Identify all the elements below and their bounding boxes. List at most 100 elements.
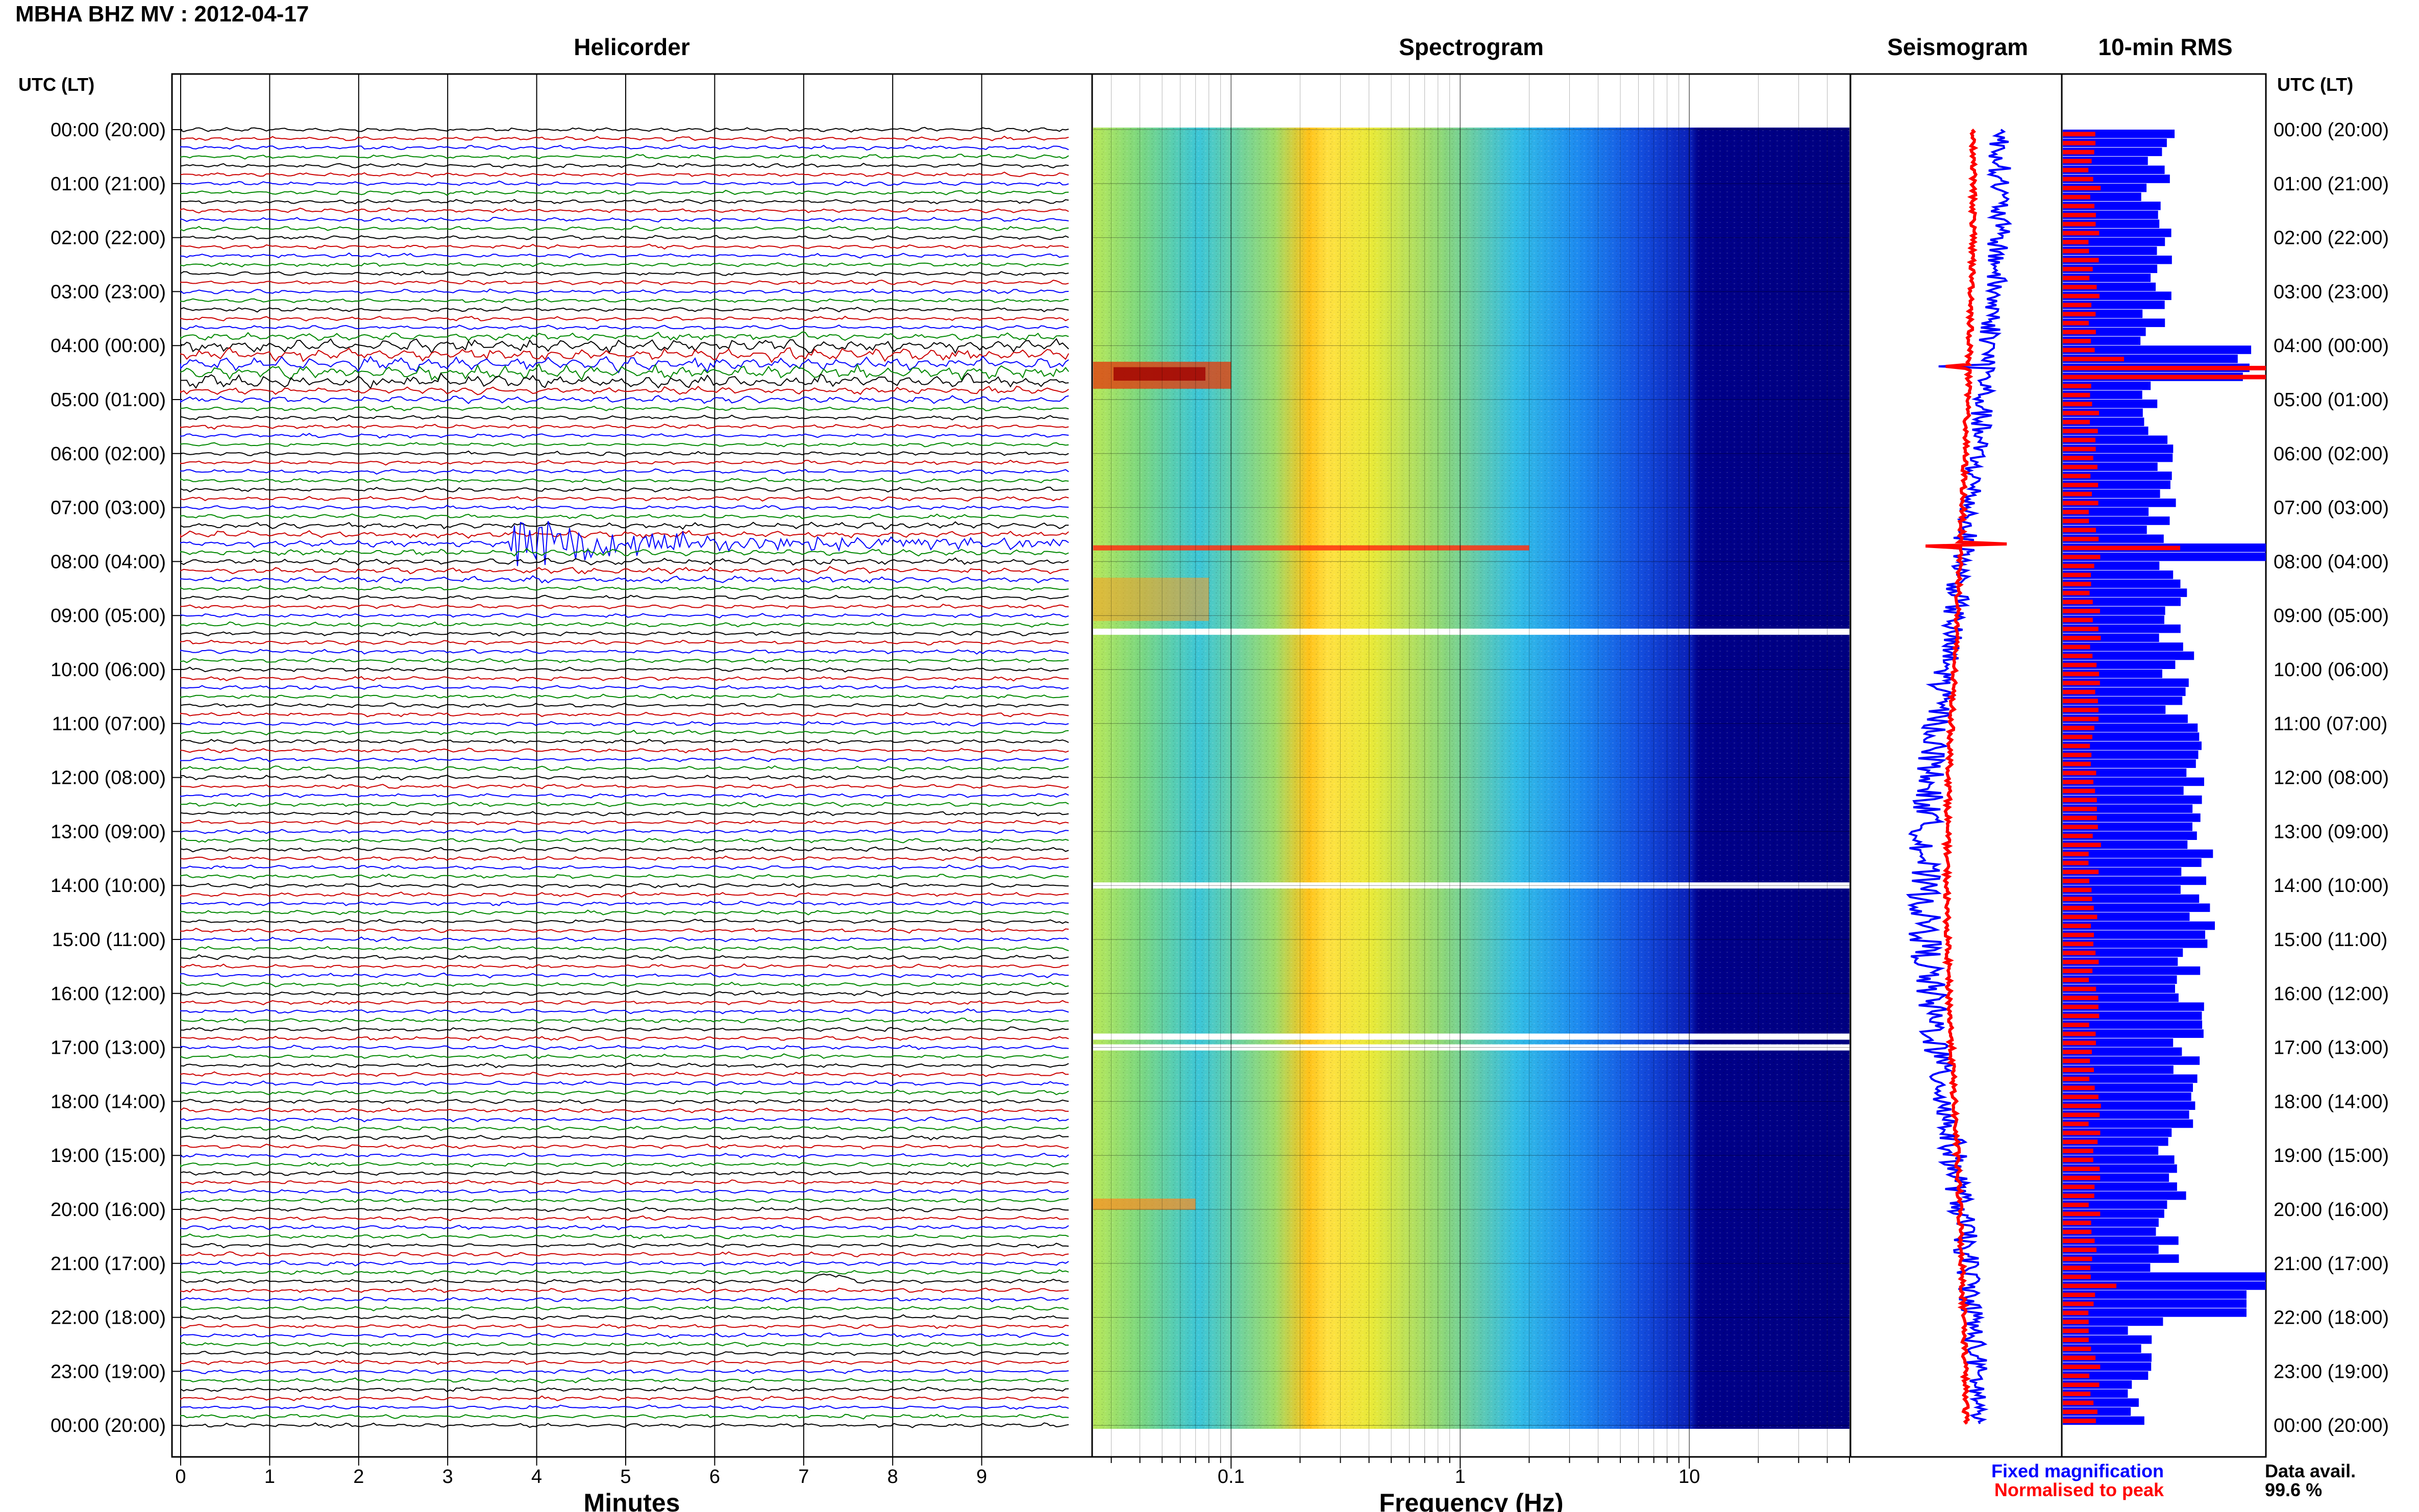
rms-bar-normalised (2063, 654, 2093, 658)
helicorder-trace (180, 1369, 1069, 1375)
rms-bar-fixed (2063, 876, 2206, 885)
helicorder-trace (180, 1144, 1069, 1150)
y-tick-label-right: 21:00 (17:00) (2274, 1253, 2389, 1275)
helicorder-trace (180, 450, 1069, 457)
rms-bar-normalised (2063, 464, 2097, 469)
rms-bar-fixed (2063, 903, 2210, 912)
rms-bar-normalised (2063, 1229, 2092, 1234)
helicorder-trace (180, 738, 1069, 745)
rms-bar-normalised (2063, 1004, 2099, 1009)
helicorder-trace (180, 505, 1069, 510)
rms-bar-normalised (2063, 1247, 2096, 1252)
helicorder-trace (180, 864, 1069, 871)
helicorder-trace (180, 585, 1069, 591)
helicorder-trace (180, 1273, 1069, 1284)
rms-bar-normalised (2063, 249, 2089, 254)
rms-bar-fixed (2063, 939, 2208, 948)
helicorder-trace (180, 162, 1069, 168)
y-tick-label-right: 22:00 (18:00) (2274, 1307, 2389, 1329)
rms-bar-normalised (2063, 1149, 2093, 1153)
rms-bar-fixed (2063, 579, 2181, 588)
spectrogram-event-microseism (1093, 578, 1209, 621)
helicorder-traces (180, 127, 1069, 1428)
helicorder-trace (180, 1243, 1069, 1249)
helicorder-trace (180, 909, 1069, 915)
rms-bar-normalised (2063, 546, 2180, 551)
spectrogram-data-gap (1093, 882, 1849, 889)
rms-bar-normalised (2063, 1194, 2094, 1198)
helicorder-trace (180, 1342, 1069, 1347)
rms-bar-normalised (2063, 536, 2099, 541)
rms-bar-fixed (2063, 1200, 2167, 1209)
rms-bar-normalised (2063, 734, 2092, 739)
rms-bar-normalised (2063, 1283, 2116, 1288)
rms-bar-normalised (2063, 474, 2091, 479)
helicorder-trace (180, 395, 1069, 404)
rms-bar-normalised (2063, 1328, 2089, 1333)
rms-bar-normalised (2063, 1238, 2095, 1244)
helicorder-trace (180, 325, 1069, 331)
spectrogram-x-ticks: 0.1 1 10 (1110, 1457, 1850, 1488)
rms-bar-normalised (2063, 159, 2092, 164)
rms-bar-normalised (2063, 1382, 2100, 1387)
station-title: MBHA BHZ MV : 2012-04-17 (15, 2, 309, 27)
spectrogram-texture (1093, 128, 1849, 1429)
helicorder-trace (180, 1053, 1069, 1059)
rms-bar-fixed (2063, 741, 2202, 750)
spectrogram-x-tick-label: 10 (1679, 1466, 1700, 1488)
helicorder-trace (180, 1117, 1069, 1123)
rms-bar-normalised (2063, 977, 2089, 982)
rms-bar-fixed (2063, 1029, 2204, 1038)
y-tick-label-right: 09:00 (05:00) (2274, 605, 2389, 627)
helicorder-trace (180, 459, 1069, 466)
helicorder-trace (180, 235, 1069, 241)
rms-bar-normalised (2063, 402, 2092, 407)
helicorder-x-tick-label: 5 (620, 1466, 631, 1488)
helicorder-trace (180, 135, 1069, 142)
helicorder-trace (180, 657, 1069, 664)
helicorder-trace (180, 946, 1069, 952)
rms-bar-normalised (2063, 1175, 2101, 1180)
rms-bar-normalised (2063, 951, 2096, 955)
rms-bar-fixed (2063, 930, 2205, 939)
y-tick-label-right: 08:00 (04:00) (2274, 551, 2389, 573)
helicorder-trace (180, 963, 1069, 969)
rms-bar-fixed (2063, 588, 2187, 597)
rms-bar-normalised (2063, 1301, 2094, 1306)
rms-bar-fixed (2063, 777, 2204, 786)
rms-bar-normalised (2063, 707, 2099, 712)
helicorder-trace (180, 1206, 1069, 1212)
rms-bar-normalised (2063, 231, 2100, 236)
helicorder-trace (180, 1404, 1069, 1410)
helicorder-trace (180, 270, 1069, 277)
utc-right-label: UTC (LT) (2277, 74, 2353, 95)
y-tick-label-left: 23:00 (19:00) (51, 1361, 166, 1382)
helicorder-trace (180, 1161, 1069, 1168)
rms-bar-normalised (2063, 501, 2099, 506)
helicorder-trace (180, 1089, 1069, 1096)
helicorder-trace (180, 1035, 1069, 1042)
helicorder-trace (180, 1045, 1069, 1051)
rms-bar-normalised (2063, 276, 2090, 281)
helicorder-trace (180, 919, 1069, 925)
rms-bar-normalised (2063, 996, 2099, 1000)
helicorder-x-ticks: 0 1 2 3 4 5 6 7 8 9 (175, 1457, 987, 1488)
rms-bar-fixed (2063, 1119, 2193, 1128)
rms-bar-fixed (2063, 750, 2199, 759)
y-tick-label-right: 11:00 (07:00) (2274, 713, 2387, 735)
y-tick-label-left: 07:00 (03:00) (51, 498, 166, 519)
rms-bar-normalised (2063, 582, 2091, 586)
helicorder-trace (180, 981, 1069, 987)
helicorder-trace (180, 873, 1069, 879)
rms-bar-normalised (2063, 177, 2093, 182)
rms-bar-normalised (2063, 555, 2101, 559)
y-tick-label-left: 06:00 (02:00) (51, 443, 166, 465)
y-tick-label-right: 05:00 (01:00) (2274, 389, 2389, 411)
helicorder-trace (180, 811, 1069, 816)
rms-bar-normalised (2063, 1365, 2101, 1369)
rms-bar-normalised (2063, 1355, 2096, 1360)
rms-bar-normalised (2063, 1085, 2095, 1090)
rms-bar-normalised (2063, 887, 2092, 893)
helicorder-trace (180, 928, 1069, 934)
rms-bar-fixed (2063, 849, 2213, 858)
